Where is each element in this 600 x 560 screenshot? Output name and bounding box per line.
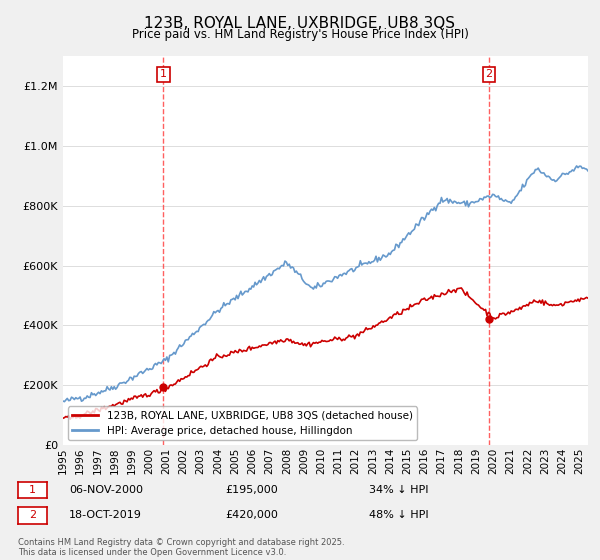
Text: 34% ↓ HPI: 34% ↓ HPI (369, 485, 428, 495)
Text: £420,000: £420,000 (225, 510, 278, 520)
Text: £195,000: £195,000 (225, 485, 278, 495)
Text: 1: 1 (29, 485, 36, 495)
Text: 48% ↓ HPI: 48% ↓ HPI (369, 510, 428, 520)
Text: 123B, ROYAL LANE, UXBRIDGE, UB8 3QS: 123B, ROYAL LANE, UXBRIDGE, UB8 3QS (145, 16, 455, 31)
Text: Price paid vs. HM Land Registry's House Price Index (HPI): Price paid vs. HM Land Registry's House … (131, 28, 469, 41)
Text: 18-OCT-2019: 18-OCT-2019 (69, 510, 142, 520)
Text: 06-NOV-2000: 06-NOV-2000 (69, 485, 143, 495)
Text: 1: 1 (160, 69, 167, 80)
Text: Contains HM Land Registry data © Crown copyright and database right 2025.
This d: Contains HM Land Registry data © Crown c… (18, 538, 344, 557)
Text: 2: 2 (485, 69, 493, 80)
Text: 2: 2 (29, 510, 36, 520)
Legend: 123B, ROYAL LANE, UXBRIDGE, UB8 3QS (detached house), HPI: Average price, detach: 123B, ROYAL LANE, UXBRIDGE, UB8 3QS (det… (68, 407, 417, 440)
